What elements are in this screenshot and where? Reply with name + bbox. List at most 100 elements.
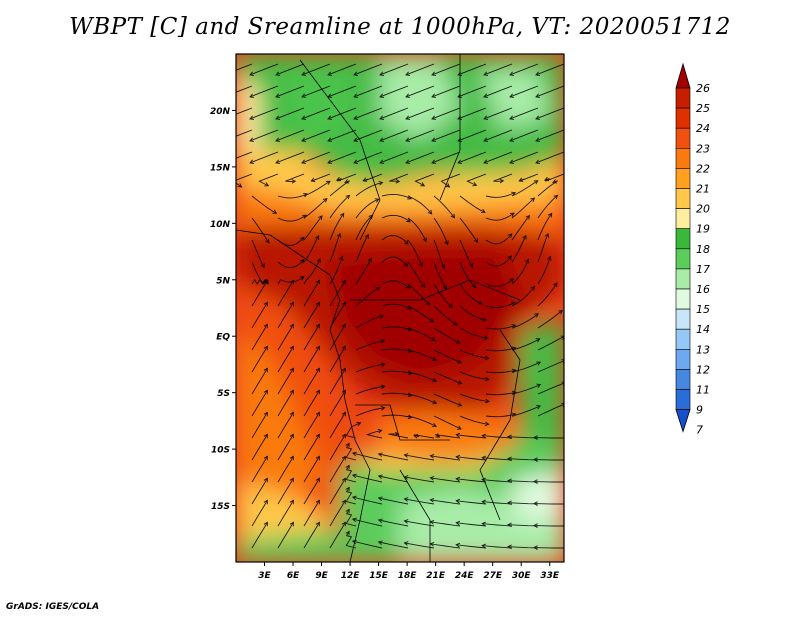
streamline-arrow (432, 399, 438, 405)
streamline-arrow (473, 238, 479, 243)
streamline (466, 173, 487, 186)
streamline (275, 129, 305, 142)
streamline-arrow (325, 180, 331, 185)
streamline (258, 173, 279, 187)
streamline (563, 305, 564, 306)
colorbar-segment (675, 268, 691, 290)
streamline-arrow (364, 233, 369, 239)
lon-label: 3E (258, 571, 271, 581)
streamline-arrow (507, 522, 512, 528)
streamline-arrow (322, 197, 328, 203)
streamline (537, 180, 558, 197)
streamline (537, 310, 563, 329)
streamline (433, 217, 449, 245)
streamline-arrow (341, 301, 346, 307)
streamline-arrow (509, 71, 515, 76)
streamline (251, 368, 268, 395)
streamline (456, 544, 487, 549)
streamline-arrow (553, 282, 558, 287)
streamline-arrow (379, 314, 385, 319)
streamline (537, 256, 551, 285)
streamline-arrow (429, 497, 435, 503)
colorbar-segment (675, 148, 691, 169)
streamline-arrow (353, 115, 359, 120)
streamline (459, 327, 488, 339)
streamline (301, 107, 331, 120)
streamline (381, 193, 412, 200)
streamline (537, 195, 558, 219)
streamline-arrow (265, 238, 270, 244)
streamline-arrow (339, 212, 345, 218)
streamline (414, 173, 435, 187)
wbpt-field (236, 54, 593, 562)
streamline (353, 151, 383, 164)
streamline-arrow (560, 335, 564, 340)
streamline-arrow (509, 93, 515, 98)
streamline-arrow (481, 499, 486, 505)
streamline (378, 497, 409, 505)
streamline (537, 382, 564, 395)
streamline-arrow (507, 255, 512, 260)
streamline-arrow (547, 255, 552, 261)
colorbar-label: 22 (696, 162, 710, 175)
streamline (251, 302, 268, 329)
streamline-arrow (483, 115, 489, 120)
streamline (249, 151, 279, 164)
streamline-arrow (351, 495, 357, 501)
streamline-arrow (263, 433, 268, 439)
streamline (236, 173, 253, 188)
streamline (405, 107, 435, 120)
streamline-arrow (315, 234, 320, 240)
streamline (430, 543, 461, 549)
streamline-arrow (263, 499, 268, 505)
colorbar-segment (675, 328, 691, 350)
streamline-arrow (301, 93, 307, 98)
streamline (485, 369, 516, 374)
streamline-arrow (485, 398, 490, 404)
lat-label: 5S (217, 389, 230, 399)
streamline (355, 385, 385, 395)
streamline (511, 215, 530, 241)
streamline (430, 499, 461, 505)
streamline (327, 107, 357, 120)
streamline-arrow (299, 259, 305, 264)
lat-label: 15S (211, 502, 230, 512)
streamline-arrow (341, 521, 346, 527)
streamline (277, 259, 305, 269)
streamline (483, 151, 513, 164)
streamline (433, 327, 461, 344)
streamline-arrow (405, 137, 411, 142)
streamline-arrow (577, 259, 581, 263)
streamline-arrow (481, 433, 486, 439)
streamline-arrow (589, 363, 593, 367)
streamline (407, 349, 437, 361)
streamline (251, 390, 268, 417)
streamline (407, 327, 436, 341)
streamline-arrow (420, 282, 426, 288)
streamline-arrow (407, 392, 413, 398)
streamline-arrow (431, 159, 437, 164)
streamline (533, 525, 564, 527)
streamline-arrow (533, 435, 538, 440)
streamline (533, 547, 564, 549)
streamline-arrow (455, 542, 461, 548)
streamline-arrow (275, 115, 281, 120)
streamline (381, 348, 412, 353)
streamline (355, 182, 383, 197)
streamline-arrow (341, 367, 346, 373)
streamline (251, 239, 265, 268)
colorbar-label: 25 (696, 102, 710, 115)
streamline (483, 63, 513, 76)
streamline-arrow (379, 159, 385, 164)
streamline (277, 346, 294, 373)
streamline (563, 283, 564, 284)
streamline-arrow (535, 159, 541, 164)
streamline (379, 85, 409, 98)
lon-label: 33E (540, 571, 560, 581)
streamline (353, 129, 383, 142)
streamline-arrow (558, 309, 564, 315)
streamline-arrow (315, 389, 320, 395)
streamline (249, 129, 279, 142)
streamline (483, 85, 513, 98)
streamline (509, 85, 539, 98)
